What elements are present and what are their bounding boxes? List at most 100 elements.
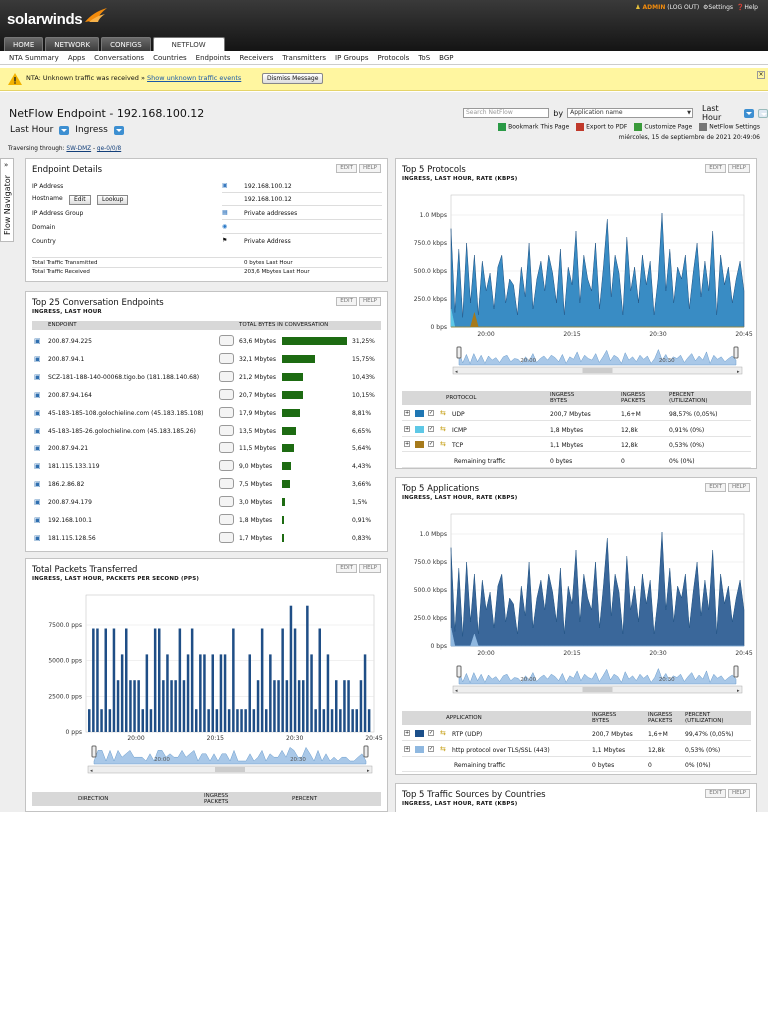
conversation-icon[interactable]	[219, 531, 234, 543]
packet-bar[interactable]	[141, 709, 145, 732]
packet-bar[interactable]	[182, 680, 186, 732]
edit-button[interactable]: EDIT	[705, 789, 726, 798]
packet-bar[interactable]	[149, 709, 153, 732]
dismiss-message-button[interactable]: Dismiss Message	[262, 73, 324, 84]
table-row[interactable]: ▣ 45-183-185-26.golochieline.com (45.183.…	[32, 423, 381, 440]
packet-bar[interactable]	[330, 709, 334, 732]
conversation-icon[interactable]	[219, 335, 234, 346]
navigator-left-handle[interactable]	[91, 745, 97, 758]
endpoint-link[interactable]: 200.87.94.179	[48, 499, 92, 507]
packet-bar[interactable]	[170, 680, 173, 732]
expand-icon[interactable]: +	[404, 745, 410, 752]
scroll-right-icon[interactable]: ▸	[737, 369, 740, 375]
table-row[interactable]: ▣ 181.115.133.119 9,0 Mbytes 4,43%	[32, 458, 381, 475]
help-button[interactable]: HELP	[728, 483, 750, 492]
packet-bar[interactable]	[158, 628, 161, 733]
scrollbar-thumb[interactable]	[215, 767, 245, 772]
subnav-tos[interactable]: ToS	[418, 53, 431, 62]
packet-bar[interactable]	[162, 680, 165, 732]
range-navigator[interactable]: 20:00 20:30 ◂ ▸	[452, 665, 743, 694]
subnav-receivers[interactable]: Receivers	[239, 53, 274, 62]
name-link[interactable]: ICMP	[452, 426, 467, 434]
edit-button[interactable]: EDIT	[336, 297, 357, 306]
packet-bar[interactable]	[322, 709, 326, 732]
packet-bar[interactable]	[92, 628, 95, 733]
search-go-icon[interactable]	[758, 108, 768, 118]
packet-bar[interactable]	[273, 680, 276, 732]
filter-checkbox-icon[interactable]: ✓	[428, 410, 434, 416]
help-button[interactable]: HELP	[359, 564, 381, 573]
table-row[interactable]: + ✓ ⇆ TCP 1,1 Mbytes 12,8k 0,53% (0%)	[402, 438, 751, 452]
hostname-lookup-button[interactable]: Lookup	[97, 195, 129, 205]
solarwinds-logo[interactable]: solarwinds	[7, 11, 83, 28]
packet-bar[interactable]	[108, 709, 112, 732]
packets-chart[interactable]: 7500.0 pps 5000.0 pps 2500.0 pps 0 pps 20:00…	[26, 587, 387, 787]
table-row[interactable]: + ✓ ⇆ ICMP 1,8 Mbytes 12,8k 0,91% (0%)	[402, 423, 751, 437]
help-button[interactable]: HELP	[728, 164, 750, 173]
navigator-left-handle[interactable]	[456, 665, 462, 678]
packet-bar[interactable]	[293, 628, 297, 733]
help-button[interactable]: HELP	[359, 164, 381, 173]
packet-bar[interactable]	[166, 654, 169, 732]
table-row[interactable]: ▣ 200.87.94.179 3,0 Mbytes 1,5%	[32, 494, 381, 511]
settings-link[interactable]: Settings	[708, 4, 733, 11]
subnav-transmitters[interactable]: Transmitters	[282, 53, 326, 62]
scroll-right-icon[interactable]: ▸	[737, 688, 740, 694]
tab-home[interactable]: HOME	[4, 37, 44, 51]
packet-bar[interactable]	[339, 709, 342, 732]
edit-button[interactable]: EDIT	[705, 164, 726, 173]
export-pdf-link[interactable]: Export to PDF	[576, 123, 627, 131]
packet-bar[interactable]	[153, 628, 157, 733]
packet-bar[interactable]	[211, 654, 215, 732]
packet-bar[interactable]	[104, 628, 108, 733]
subnav-conversations[interactable]: Conversations	[94, 53, 145, 62]
packet-bar[interactable]	[335, 680, 338, 732]
endpoint-link[interactable]: 200.87.94.1	[48, 355, 85, 363]
filter-checkbox-icon[interactable]: ✓	[428, 745, 434, 752]
packet-bar[interactable]	[137, 680, 140, 732]
range-navigator[interactable]: 20:00 20:30 ◂ ▸	[452, 346, 743, 375]
packet-bar[interactable]	[343, 680, 346, 732]
name-link[interactable]: http protocol over TLS/SSL (443)	[452, 746, 550, 754]
filter-checkbox-icon[interactable]: ✓	[428, 425, 434, 432]
series-area[interactable]	[450, 531, 745, 647]
scroll-left-icon[interactable]: ◂	[455, 688, 458, 694]
help-button[interactable]: HELP	[359, 297, 381, 306]
conversation-icon[interactable]	[219, 514, 234, 525]
packet-bar[interactable]	[248, 654, 252, 732]
packet-bar[interactable]	[256, 680, 260, 732]
scrollbar-thumb[interactable]	[582, 368, 613, 373]
table-row[interactable]: + ✓ ⇆ http protocol over TLS/SSL (443) 1,1 M…	[402, 743, 751, 757]
customize-page-link[interactable]: Customize Page	[634, 123, 692, 131]
table-row[interactable]: ▣ SCZ-181-188-140-00068.tigo.bo (181.188.…	[32, 369, 381, 386]
range-navigator[interactable]: 20:00 20:30 ◂ ▸	[87, 745, 373, 774]
endpoint-link[interactable]: 45-183-185-26.golochieline.com (45.183.1…	[48, 427, 196, 435]
endpoint-link[interactable]: SCZ-181-188-140-00068.tigo.bo (181.188.1…	[48, 373, 200, 381]
packet-bar[interactable]	[355, 709, 359, 732]
packet-bar[interactable]	[195, 709, 198, 732]
direction-dropdown-icon[interactable]	[113, 125, 124, 135]
expand-icon[interactable]: +	[404, 730, 410, 736]
packet-bar[interactable]	[129, 680, 132, 732]
endpoint-link[interactable]: 200.87.94.164	[48, 391, 92, 399]
packet-bar[interactable]	[269, 654, 272, 732]
packet-bar[interactable]	[297, 680, 301, 732]
subnav-ip-groups[interactable]: IP Groups	[335, 53, 369, 62]
subnav-countries[interactable]: Countries	[153, 53, 187, 62]
packet-bar[interactable]	[302, 680, 305, 732]
packet-bar[interactable]	[285, 680, 289, 732]
packet-bar[interactable]	[347, 680, 350, 732]
period-dropdown-icon[interactable]	[59, 125, 70, 135]
packet-bar[interactable]	[227, 709, 231, 732]
edit-button[interactable]: EDIT	[336, 564, 357, 573]
packet-bar[interactable]	[215, 709, 219, 732]
flow-navigator-toggle[interactable]: » Flow Navigator	[0, 158, 14, 242]
packet-bar[interactable]	[145, 654, 149, 732]
tab-configs[interactable]: CONFIGS	[101, 37, 151, 51]
tab-netflow[interactable]: NETFLOW	[152, 37, 225, 51]
conversation-icon[interactable]	[219, 424, 234, 436]
tab-network[interactable]: NETWORK	[45, 37, 100, 51]
packet-bar[interactable]	[265, 709, 268, 732]
subnav-nta-summary[interactable]: NTA Summary	[9, 53, 59, 62]
name-link[interactable]: UDP	[452, 411, 465, 418]
